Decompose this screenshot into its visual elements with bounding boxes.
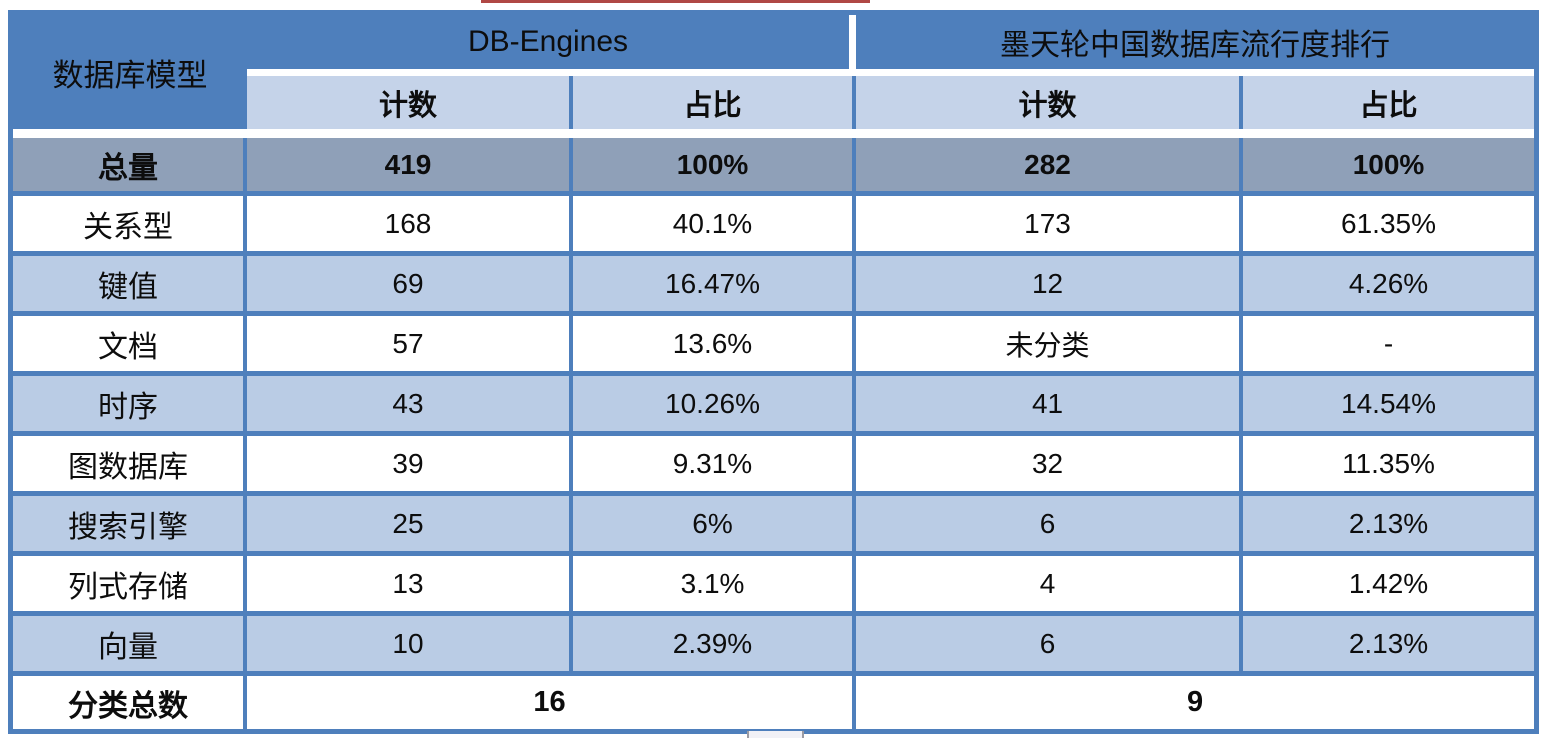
summary-modb-total-cell: 9 [856,676,1535,729]
table-row: 文档 57 13.6% 未分类 - [13,316,1535,376]
group-header-modb: 墨天轮中国数据库流行度排行 [856,15,1535,76]
modb-share-cell: 61.35% [1243,196,1535,256]
spacer-cell [13,129,1535,138]
modb-count-cell: 4 [856,556,1244,616]
modb-count-cell: 6 [856,496,1244,556]
row-label-cell: 搜索引擎 [13,496,247,556]
summary-row: 分类总数 16 9 [13,676,1535,729]
db-count-cell: 10 [247,616,573,676]
modb-share-cell: 14.54% [1243,376,1535,436]
db-share-cell: 2.39% [573,616,857,676]
summary-label-cell: 分类总数 [13,676,247,729]
db-share-cell: 10.26% [573,376,857,436]
comparison-table: 数据库模型 DB-Engines 墨天轮中国数据库流行度排行 计数 占比 计数 … [8,10,1540,734]
total-label-cell: 总量 [13,138,247,196]
modb-count-cell: 12 [856,256,1244,316]
total-row: 总量 419 100% 282 100% [13,138,1535,196]
cropped-red-underline-artifact [481,0,870,3]
total-db-count-cell: 419 [247,138,573,196]
modb-share-cell: 2.13% [1243,616,1535,676]
row-label-cell: 键值 [13,256,247,316]
table-row: 键值 69 16.47% 12 4.26% [13,256,1535,316]
modb-share-cell: 11.35% [1243,436,1535,496]
total-modb-count-cell: 282 [856,138,1244,196]
table-row: 搜索引擎 25 6% 6 2.13% [13,496,1535,556]
db-count-cell: 25 [247,496,573,556]
modb-count-cell: 6 [856,616,1244,676]
total-db-share-cell: 100% [573,138,857,196]
row-label-cell: 向量 [13,616,247,676]
db-share-cell: 9.31% [573,436,857,496]
modb-share-cell: - [1243,316,1535,376]
db-share-cell: 3.1% [573,556,857,616]
row-label-cell: 文档 [13,316,247,376]
db-count-cell: 39 [247,436,573,496]
db-count-cell: 69 [247,256,573,316]
spacer-row [13,129,1535,138]
row-label-cell: 关系型 [13,196,247,256]
row-label-cell: 列式存储 [13,556,247,616]
db-count-cell: 168 [247,196,573,256]
scrollbar-thumb[interactable] [747,731,804,738]
group-header-db-engines: DB-Engines [247,15,857,76]
db-share-cell: 16.47% [573,256,857,316]
db-count-cell: 57 [247,316,573,376]
summary-db-total-cell: 16 [247,676,857,729]
table-row: 时序 43 10.26% 41 14.54% [13,376,1535,436]
modb-count-cell: 41 [856,376,1244,436]
row-label-cell: 图数据库 [13,436,247,496]
modb-count-cell: 173 [856,196,1244,256]
db-count-cell: 13 [247,556,573,616]
table-row: 图数据库 39 9.31% 32 11.35% [13,436,1535,496]
modb-share-cell: 4.26% [1243,256,1535,316]
modb-count-cell: 32 [856,436,1244,496]
col-header-modb-share: 占比 [1243,76,1535,129]
table-row: 向量 10 2.39% 6 2.13% [13,616,1535,676]
column-header-row: 计数 占比 计数 占比 [13,76,1535,129]
modb-share-cell: 1.42% [1243,556,1535,616]
db-share-cell: 13.6% [573,316,857,376]
total-modb-share-cell: 100% [1243,138,1535,196]
group-header-row: 数据库模型 DB-Engines 墨天轮中国数据库流行度排行 [13,15,1535,129]
col-header-modb-count: 计数 [856,76,1244,129]
modb-count-cell: 未分类 [856,316,1244,376]
corner-header-cell: 数据库模型 [13,15,247,129]
table-row: 关系型 168 40.1% 173 61.35% [13,196,1535,256]
row-label-cell: 时序 [13,376,247,436]
modb-share-cell: 2.13% [1243,496,1535,556]
col-header-db-share: 占比 [573,76,857,129]
db-share-cell: 40.1% [573,196,857,256]
db-share-cell: 6% [573,496,857,556]
col-header-db-count: 计数 [247,76,573,129]
db-count-cell: 43 [247,376,573,436]
table-row: 列式存储 13 3.1% 4 1.42% [13,556,1535,616]
